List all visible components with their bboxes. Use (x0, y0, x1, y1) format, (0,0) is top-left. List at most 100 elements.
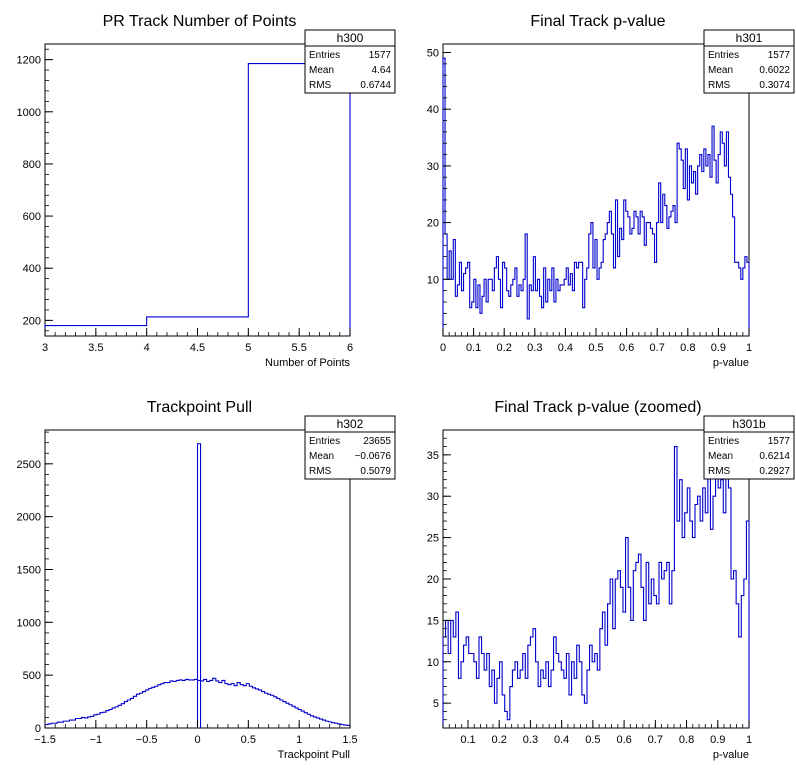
histogram-bar (219, 683, 222, 728)
x-tick-labels: 3 3.5 4 4.5 5 5.5 6 (42, 328, 353, 354)
histogram-bar (79, 718, 82, 728)
y-tick-label: 1000 (17, 107, 41, 119)
histogram-bar (700, 155, 702, 336)
histogram-bar (569, 695, 572, 728)
chart-title: Trackpoint Pull (147, 399, 252, 416)
x-tick-label: 0.6 (619, 342, 634, 354)
histogram-bar (607, 223, 609, 336)
histogram-bar (182, 680, 185, 728)
histogram-bar (572, 291, 574, 336)
histogram-bar (188, 680, 191, 728)
histogram-bar (179, 680, 182, 728)
histogram-bar (471, 654, 474, 729)
histogram-bar (744, 579, 747, 728)
histogram-bar (231, 684, 234, 728)
stats-name: h301b (732, 417, 766, 431)
stats-box: h302 Entries 23655 Mean −0.0676 RMS 0.5079 (304, 415, 396, 480)
histogram-bar (530, 637, 533, 728)
histogram-bar (492, 291, 494, 336)
x-tick-label: 3 (42, 342, 48, 354)
histogram-bar (698, 496, 701, 728)
histogram-bar (280, 700, 283, 728)
histogram-bar (112, 708, 115, 728)
histogram-bar (682, 538, 685, 728)
histogram-bar (710, 529, 713, 728)
histogram-bar (484, 670, 487, 728)
y-tick-labels: 200 400 600 800 1000 1200 (17, 48, 53, 332)
histogram-bar (222, 680, 225, 728)
stats-value: 1577 (768, 436, 791, 447)
histogram-bar (164, 683, 167, 728)
histogram-bar (735, 262, 737, 336)
stats-value: −0.0676 (355, 451, 392, 462)
histogram-bar (237, 683, 240, 728)
histogram-bar (626, 211, 628, 336)
histogram-bar (207, 682, 210, 728)
histogram-bar (466, 268, 468, 336)
x-tick-label: 3.5 (88, 342, 103, 354)
histogram-bar (675, 223, 677, 336)
histogram-bar (714, 160, 716, 336)
histogram-bar (583, 308, 585, 336)
histogram-bar (721, 480, 724, 728)
histogram-bar (513, 279, 515, 336)
histogram-bar (623, 612, 626, 728)
y-tick-label: 400 (23, 263, 41, 275)
histogram-bar (301, 711, 304, 728)
y-tick-label: 500 (23, 670, 41, 682)
histogram-bar (720, 132, 722, 336)
histogram-bar (562, 285, 564, 336)
x-axis-label: Trackpoint Pull (278, 749, 350, 761)
histogram-bar (718, 488, 721, 728)
x-tick-label: −1 (90, 734, 103, 746)
stats-key: RMS (309, 80, 332, 91)
x-tick-label: 0.5 (588, 342, 603, 354)
histogram-bar (654, 596, 657, 728)
y-tick-label: 1000 (17, 617, 41, 629)
histogram-bar (564, 279, 566, 336)
histogram-bar (476, 308, 478, 336)
stats-frame (304, 29, 396, 94)
histogram-bar (140, 693, 143, 728)
histogram-bar (622, 240, 624, 336)
histogram-bar (298, 710, 301, 728)
x-tick-label: −1.5 (34, 734, 56, 746)
stats-value: 0.2927 (759, 466, 790, 477)
y-tick-label: 2500 (17, 459, 41, 471)
x-tick-label: 0.7 (648, 734, 663, 746)
y-tick-label: 15 (427, 615, 439, 627)
histogram-bar (650, 228, 652, 336)
histogram-bar (118, 705, 121, 728)
histogram-bar (255, 689, 258, 728)
histogram-bar (248, 64, 350, 336)
histogram-bar (161, 684, 164, 728)
histogram-bar (576, 268, 578, 336)
histogram-bar (501, 308, 503, 336)
histogram-bar (723, 513, 726, 728)
y-tick-labels: 10 20 30 40 50 (427, 48, 451, 337)
x-tick-label: 1.5 (342, 734, 357, 746)
histogram-bar (185, 679, 188, 728)
stats-key: Mean (309, 451, 334, 462)
x-tick-labels: 0.1 0.2 0.3 0.4 0.5 0.6 0.7 0.8 0.9 1 (442, 720, 752, 746)
histogram-bar (486, 302, 488, 336)
histogram-bar (521, 291, 523, 336)
histogram-bins (45, 64, 350, 336)
histogram-bar (644, 245, 646, 336)
histogram-bar (628, 217, 630, 336)
histogram-bar (453, 637, 456, 728)
histogram-bins (443, 58, 749, 336)
y-tick-label: 10 (427, 274, 439, 286)
histogram-bar (535, 291, 537, 336)
y-tick-label: 30 (427, 491, 439, 503)
histogram-bar (716, 183, 718, 336)
histogram-bar (559, 662, 562, 728)
histogram-bar (708, 155, 710, 336)
histogram-bar (525, 678, 528, 728)
histogram-bar (731, 579, 734, 728)
x-tick-label: −0.5 (136, 734, 158, 746)
histogram-bar (556, 654, 559, 729)
histogram-bar (739, 637, 742, 728)
